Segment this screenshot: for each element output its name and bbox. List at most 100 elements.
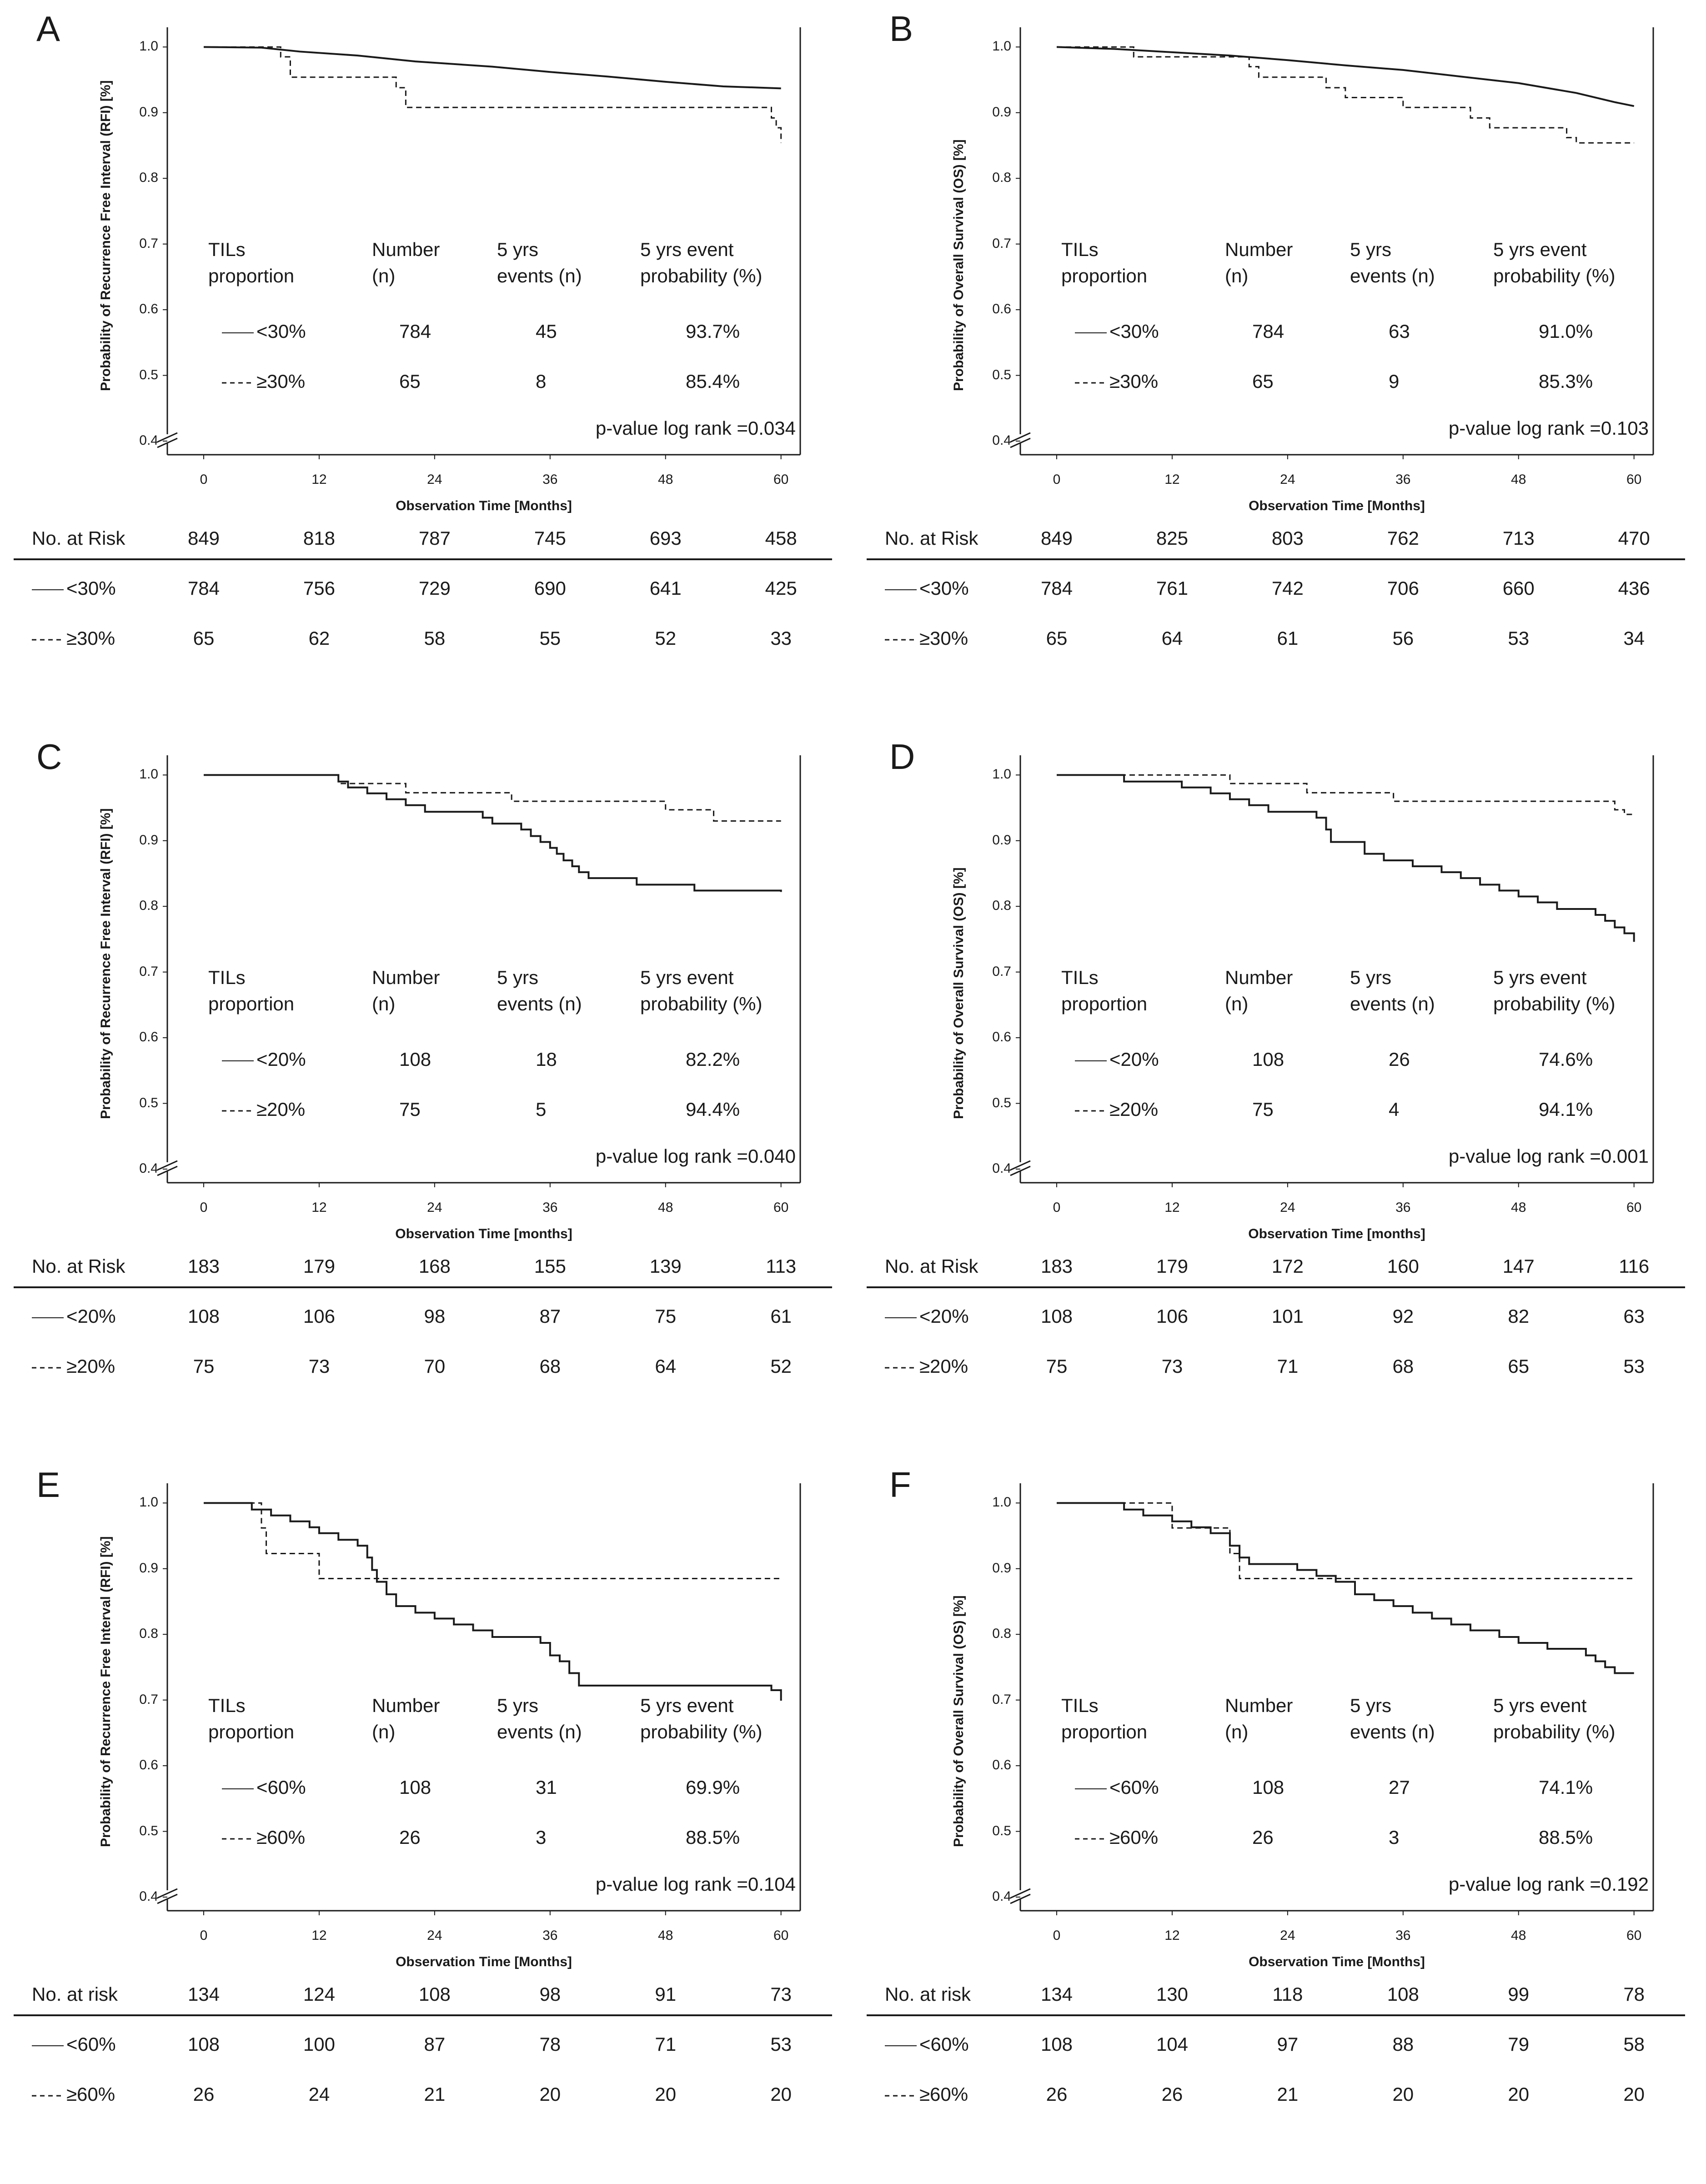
x-tick-label: 24 (427, 472, 442, 487)
legend-number: 75 (399, 1099, 421, 1120)
legend-group-label: <20% (1109, 1049, 1159, 1070)
legend-dashed-line (1075, 1110, 1107, 1112)
legend-group-label: ≥30% (1109, 371, 1159, 392)
legend-solid-line (1075, 332, 1107, 333)
y-tick-label: 0.5 (992, 1823, 1011, 1838)
x-axis-label: Observation Time [months] (1248, 1226, 1425, 1241)
y-tick-label: 1.0 (992, 767, 1011, 782)
legend-solid-line (1075, 1788, 1107, 1789)
series-dashed-curve (204, 774, 781, 822)
risk-group-label: ≥20% (66, 1356, 115, 1377)
km-plot (1010, 27, 1654, 459)
risk-header: No. at Risk (32, 1255, 125, 1277)
legend-probability: 94.4% (686, 1099, 740, 1120)
x-tick-label: 12 (1164, 472, 1180, 487)
x-tick-label: 48 (658, 1928, 673, 1943)
risk-value: 729 (418, 577, 451, 599)
risk-divider (14, 2014, 832, 2016)
risk-total-value: 155 (534, 1255, 566, 1277)
y-tick-label: 0.6 (992, 1029, 1011, 1045)
risk-total-value: 172 (1271, 1255, 1304, 1277)
x-tick-label: 48 (1511, 1928, 1526, 1943)
risk-total-value: 762 (1387, 527, 1419, 549)
risk-total-value: 108 (418, 1983, 451, 2005)
risk-row-label: ≥20% (32, 1356, 115, 1377)
legend-probability: 85.3% (1539, 371, 1593, 392)
series-solid-curve (203, 46, 781, 90)
legend-events: 26 (1389, 1049, 1410, 1070)
legend-header: 5 yrs events (n) (497, 239, 582, 286)
series-solid-curve (204, 774, 782, 892)
series-solid-curve (204, 1502, 782, 1701)
panel-letter: D (889, 737, 915, 777)
legend-events: 45 (536, 321, 557, 342)
y-tick-label: 1.0 (139, 767, 158, 782)
x-tick-label: 36 (1395, 1928, 1411, 1943)
risk-value: 34 (1623, 628, 1645, 649)
p-value-label: p-value log rank =0.103 (1448, 417, 1649, 439)
panel-letter: E (36, 1465, 60, 1505)
axis-break-mark (157, 437, 178, 448)
risk-value: 68 (539, 1356, 561, 1377)
risk-total-value: 849 (187, 527, 220, 549)
risk-value: 100 (303, 2033, 335, 2055)
risk-group-label: ≥30% (66, 628, 115, 649)
legend-header: 5 yrs events (n) (497, 967, 582, 1014)
risk-row-label: <60% (32, 2033, 116, 2055)
risk-value: 106 (1156, 1305, 1188, 1327)
legend-group-label: ≥20% (256, 1099, 306, 1120)
y-tick-label: 0.9 (992, 1560, 1011, 1576)
x-axis-label: Observation Time [Months] (396, 1954, 572, 1969)
legend-solid-line (32, 1317, 64, 1318)
y-tick-label: 0.5 (139, 1095, 158, 1110)
risk-value: 104 (1156, 2033, 1188, 2055)
y-tick-label: 0.9 (139, 104, 158, 120)
legend-probability: 85.4% (686, 371, 740, 392)
axis-break-mark (1010, 1893, 1031, 1904)
legend-dashed-line (1075, 382, 1107, 384)
series-dashed-curve (204, 46, 782, 143)
series-dashed-curve (1057, 774, 1634, 815)
legend-events: 5 (536, 1099, 547, 1120)
axis-break-mark (1010, 1888, 1031, 1899)
legend-group-label: <60% (256, 1777, 306, 1798)
risk-value: 706 (1387, 577, 1419, 599)
x-tick-label: 60 (773, 1928, 789, 1943)
km-plot (157, 755, 801, 1187)
legend-number: 65 (399, 371, 421, 392)
legend-group: <60% (1075, 1774, 1159, 1801)
y-tick-label: 0.6 (139, 1029, 158, 1045)
legend-number: 108 (399, 1777, 432, 1798)
y-tick-label: 0.9 (992, 832, 1011, 848)
y-tick-label: 0.6 (992, 301, 1011, 317)
panel-e: E 0.4 0.5 0.6 0.7 0.8 0.9 1.0 0 12 24 36 48 60 Observa… (0, 1456, 853, 2184)
risk-total-value: 713 (1502, 527, 1535, 549)
legend-dashed-line (1075, 1838, 1107, 1840)
risk-value: 70 (424, 1356, 446, 1377)
p-value-label: p-value log rank =0.001 (1448, 1145, 1649, 1167)
legend-group: <20% (222, 1046, 306, 1073)
risk-value: 63 (1623, 1305, 1645, 1327)
risk-row-label: ≥30% (885, 628, 968, 649)
legend-group-label: <30% (1109, 321, 1159, 342)
legend-group: <60% (222, 1774, 306, 1801)
risk-total-value: 458 (765, 527, 797, 549)
legend-header: Number (n) (372, 239, 440, 286)
risk-value: 55 (539, 628, 561, 649)
y-tick-label: 0.4 (992, 1161, 1011, 1176)
legend-dashed-line (32, 639, 64, 641)
legend-events: 63 (1389, 321, 1410, 342)
risk-value: 64 (1161, 628, 1183, 649)
legend-header: 5 yrs event probability (%) (640, 967, 763, 1014)
risk-value: 73 (308, 1356, 330, 1377)
risk-value: 108 (187, 2033, 220, 2055)
risk-value: 425 (765, 577, 797, 599)
risk-row-label: <30% (885, 577, 969, 599)
risk-value: 641 (649, 577, 682, 599)
risk-group-label: <60% (919, 2033, 969, 2055)
legend-header: 5 yrs events (n) (497, 1695, 582, 1742)
legend-group: ≥60% (222, 1824, 305, 1851)
y-tick-label: 0.4 (139, 1161, 158, 1176)
legend-group-label: <20% (256, 1049, 306, 1070)
risk-total-value: 168 (418, 1255, 451, 1277)
